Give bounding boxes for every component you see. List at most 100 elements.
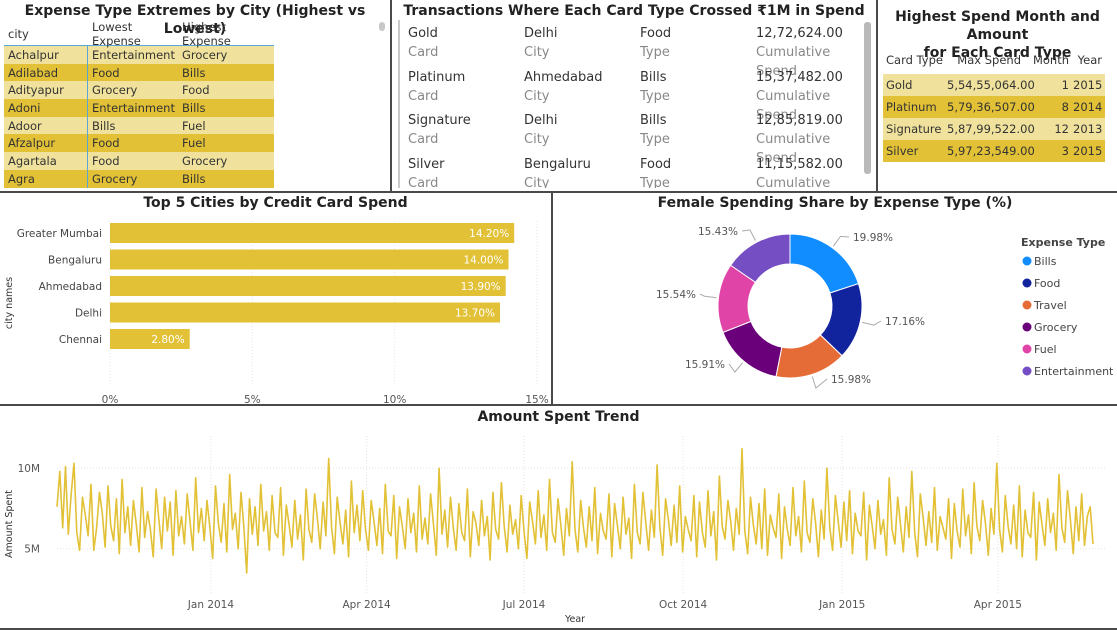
city-cell: Achalpur [4, 46, 88, 64]
table-row[interactable]: Afzalpur Food Fuel [4, 134, 274, 152]
data-label: 14.00% [463, 255, 503, 267]
leader-line [742, 230, 756, 241]
city-cell: Afzalpur [4, 134, 88, 152]
legend-marker [1023, 367, 1032, 376]
table-row[interactable]: Gold 5,54,55,064.00 1 2015 [883, 74, 1105, 96]
card-type-cell: Signature [883, 122, 947, 136]
x-tick-label: 15% [525, 394, 548, 403]
city-cell: Adoor [4, 117, 88, 135]
bar[interactable] [110, 276, 506, 296]
x-tick-label: Jul 2014 [502, 599, 546, 611]
max-spend-cell: 5,54,55,064.00 [947, 78, 1025, 92]
lowest-expense-cell: Food [88, 134, 178, 152]
legend-item: Entertainment [1034, 365, 1114, 378]
type-label: Type [640, 130, 670, 149]
slice-label: 19.98% [853, 232, 893, 244]
bar-chart: 0% 5% 10% 15%Greater Mumbai 14.20%Bengaluru 1… [0, 213, 551, 403]
female-share-panel: Female Spending Share by Expense Type (%… [553, 193, 1117, 406]
card-cell: Platinum Card [408, 68, 465, 106]
city-cell: Agra [4, 170, 88, 188]
col-header-city[interactable]: city [4, 22, 88, 45]
card-cell: Ahmedabad City [524, 68, 602, 106]
card-cell: Signature Card [408, 111, 471, 149]
bar[interactable] [110, 303, 500, 323]
lowest-expense-cell: Entertainment [88, 99, 178, 117]
table-row[interactable]: Agartala Food Grocery [4, 152, 274, 170]
spend-value: 15,37,482.00 [756, 68, 862, 87]
category-label: Delhi [75, 308, 102, 320]
table-row[interactable]: Adoni Entertainment Bills [4, 99, 274, 117]
table-scrollbar[interactable] [379, 22, 385, 31]
legend-item: Bills [1034, 255, 1057, 268]
table-row[interactable]: Adityapur Grocery Food [4, 81, 274, 99]
table-row[interactable]: Achalpur Entertainment Grocery [4, 46, 274, 64]
max-spend-table: Card Type Max Spend Month Year Gold 5,54,… [883, 46, 1105, 162]
card-label: Card [408, 43, 438, 62]
month-cell: 3 [1025, 144, 1073, 158]
card-threshold-title: Transactions Where Each Card Type Crosse… [392, 2, 876, 20]
table-row[interactable]: Adoor Bills Fuel [4, 117, 274, 135]
table-row[interactable]: Signature 5,87,99,522.00 12 2013 [883, 118, 1105, 140]
card-value: Silver [408, 155, 445, 174]
card-cell: Gold Card [408, 24, 438, 62]
max-spend-cell: 5,97,23,549.00 [947, 144, 1025, 158]
col-header-card-type[interactable]: Card Type [883, 53, 947, 67]
spend-label: Cumulative Spend [756, 174, 862, 189]
legend-marker [1023, 279, 1032, 288]
spend-value: 12,85,819.00 [756, 111, 862, 130]
donut-slice[interactable] [790, 234, 858, 293]
y-axis-title: Amount Spent [4, 490, 15, 558]
bar[interactable] [110, 223, 514, 243]
card-value: Platinum [408, 68, 465, 87]
female-share-title: Female Spending Share by Expense Type (%… [553, 194, 1117, 212]
city-value: Bengaluru [524, 155, 591, 174]
card-scrollbar[interactable] [864, 22, 871, 174]
type-label: Type [640, 87, 670, 106]
month-cell: 1 [1025, 78, 1073, 92]
leader-line [833, 236, 849, 246]
data-label: 14.20% [469, 228, 509, 240]
slice-label: 15.91% [685, 359, 725, 371]
card-cell: Delhi City [524, 111, 557, 149]
card-label: Card [408, 87, 465, 106]
highest-expense-cell: Bills [178, 64, 274, 82]
table-row[interactable]: Agra Grocery Bills [4, 170, 274, 188]
table-row[interactable]: Adilabad Food Bills [4, 64, 274, 82]
x-tick-label: Apr 2015 [974, 599, 1022, 611]
city-label: City [524, 43, 557, 62]
top-cities-title: Top 5 Cities by Credit Card Spend [0, 194, 551, 212]
legend-item: Food [1034, 277, 1060, 290]
card-cell: Bengaluru City [524, 155, 591, 189]
col-header-year[interactable]: Year [1073, 53, 1105, 67]
card-row: Silver Card Bengaluru City Food Type 11,15,582… [398, 151, 862, 189]
type-label: Type [640, 174, 671, 189]
card-cell: Food Type [640, 24, 671, 62]
leader-line [862, 321, 881, 325]
highest-expense-cell: Fuel [178, 117, 274, 135]
table-row[interactable]: Silver 5,97,23,549.00 3 2015 [883, 140, 1105, 162]
max-spend-title-line1: Highest Spend Month and Amount [878, 8, 1117, 44]
col-header-month[interactable]: Month [1025, 53, 1073, 67]
category-label: Bengaluru [48, 255, 102, 267]
lowest-expense-cell: Food [88, 64, 178, 82]
city-value: Ahmedabad [524, 68, 602, 87]
city-cell: Adityapur [4, 81, 88, 99]
bar[interactable] [110, 250, 509, 270]
expense-extremes-panel: Expense Type Extremes by City (Highest v… [0, 0, 392, 193]
card-type-cell: Silver [883, 144, 947, 158]
city-cell: Agartala [4, 152, 88, 170]
col-header-highest[interactable]: Highest Expense [178, 22, 274, 45]
max-spend-cell: 5,79,36,507.00 [947, 100, 1025, 114]
type-value: Bills [640, 68, 670, 87]
card-cell: Delhi City [524, 24, 557, 62]
card-cell: Bills Type [640, 68, 670, 106]
highest-expense-cell: Food [178, 81, 274, 99]
y-tick-label: 5M [24, 544, 40, 556]
type-value: Food [640, 155, 671, 174]
table-row[interactable]: Platinum 5,79,36,507.00 8 2014 [883, 96, 1105, 118]
col-header-max-spend[interactable]: Max Spend [947, 53, 1025, 67]
series-line[interactable] [57, 449, 1093, 573]
expense-extremes-table: city Lowest Expense Highest Expense Acha… [4, 22, 274, 188]
spend-value: 11,15,582.00 [756, 155, 862, 174]
col-header-lowest[interactable]: Lowest Expense [88, 22, 178, 45]
